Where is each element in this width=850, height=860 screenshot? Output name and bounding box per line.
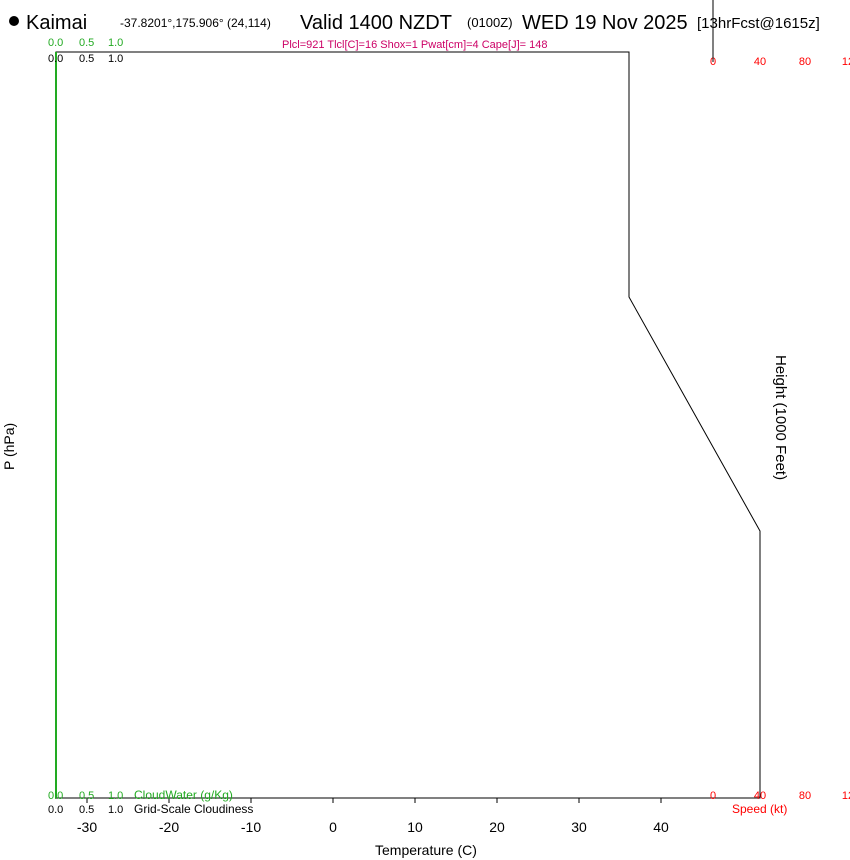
x-tick-label: 40	[653, 819, 669, 835]
station-coords: -37.8201°,175.906° (24,114)	[120, 16, 271, 30]
cloudwater-tick-bottom: 0.0	[48, 790, 63, 802]
x-tick-label: 0	[329, 819, 337, 835]
axes: -30-20-100102030402503004005007008501000…	[77, 798, 669, 835]
height-axis-title: Height (1000 Feet)	[772, 355, 789, 480]
x-tick-label: 10	[407, 819, 423, 835]
cloudiness-tick-bottom: 0.0	[48, 804, 63, 816]
cloud-panel: 0.0 0.5 1.0 0.0 0.5 1.0 0.0 0.5 1.0 0.0 0.5 1.0	[48, 37, 123, 816]
forecast-info: [13hrFcst@1615z]	[697, 15, 820, 32]
cloudwater-tick-top: 1.0	[108, 37, 123, 49]
x-axis-title: Temperature (C)	[375, 842, 477, 858]
cloudiness-tick-bottom: 0.5	[79, 804, 94, 816]
speed-tick-label: 0	[710, 790, 716, 802]
cloudiness-tick-top: 1.0	[108, 53, 123, 65]
station-name: Kaimai	[26, 12, 87, 34]
x-tick-label: 20	[489, 819, 505, 835]
valid-time: Valid 1400 NZDT	[300, 12, 452, 34]
valid-date: WED 19 Nov 2025	[522, 12, 688, 34]
plot-frame	[55, 51, 761, 799]
x-tick-label: -20	[159, 819, 179, 835]
x-tick-label: -10	[241, 819, 261, 835]
speed-tick-label: 80	[799, 790, 811, 802]
cloudiness-label: Grid-Scale Cloudiness	[134, 802, 253, 816]
cloudwater-label: CloudWater (g/Kg)	[134, 788, 233, 802]
speed-tick-label: 80	[799, 56, 811, 68]
cloudiness-tick-top: 0.5	[79, 53, 94, 65]
speed-tick-label: 40	[754, 790, 766, 802]
x-tick-label: -30	[77, 819, 97, 835]
cloudwater-tick-top: 0.5	[79, 37, 94, 49]
cloudiness-tick-bottom: 1.0	[108, 804, 123, 816]
valid-utc: (0100Z)	[467, 15, 513, 30]
station-dot-icon	[9, 16, 19, 26]
stability-indices: Plcl=921 Tlcl[C]=16 Shox=1 Pwat[cm]=4 Ca…	[282, 39, 547, 51]
x-tick-label: 30	[571, 819, 587, 835]
speed-tick-label: 12	[842, 790, 850, 802]
plot-border	[55, 51, 761, 799]
cloudwater-tick-bottom: 0.5	[79, 790, 94, 802]
cloudiness-tick-top: 0.0	[48, 53, 63, 65]
speed-label: Speed (kt)	[732, 802, 787, 816]
wind-panel: 04080120408012	[710, 0, 850, 802]
speed-tick-label: 12	[842, 56, 850, 68]
cloudwater-tick-top: 0.0	[48, 37, 63, 49]
speed-tick-label: 40	[754, 56, 766, 68]
y-axis-title: P (hPa)	[1, 423, 17, 470]
cloudwater-tick-bottom: 1.0	[108, 790, 123, 802]
